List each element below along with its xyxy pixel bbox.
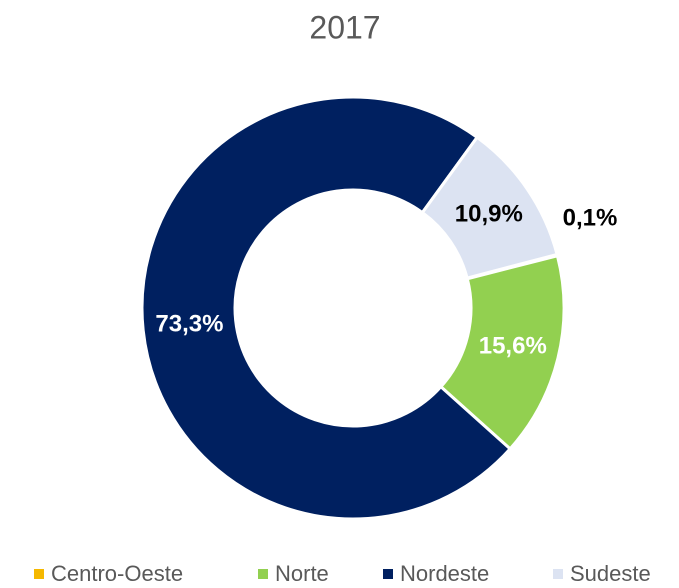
data-label: 0,1% <box>563 205 618 232</box>
data-label: 15,6% <box>479 332 547 359</box>
donut-slice <box>140 95 513 521</box>
data-label: 73,3% <box>155 311 223 338</box>
legend-swatch <box>34 569 44 579</box>
chart-title: 2017 <box>309 9 380 45</box>
legend-label: Centro-Oeste <box>51 561 183 586</box>
legend-label: Sudeste <box>570 561 651 586</box>
legend-label: Nordeste <box>400 561 489 586</box>
donut-slice <box>420 135 559 280</box>
data-label: 10,9% <box>455 201 523 228</box>
legend-swatch <box>553 569 563 579</box>
legend-swatch <box>383 569 393 579</box>
legend-swatch <box>258 569 268 579</box>
legend-label: Norte <box>275 561 329 586</box>
donut-slice <box>438 253 566 451</box>
